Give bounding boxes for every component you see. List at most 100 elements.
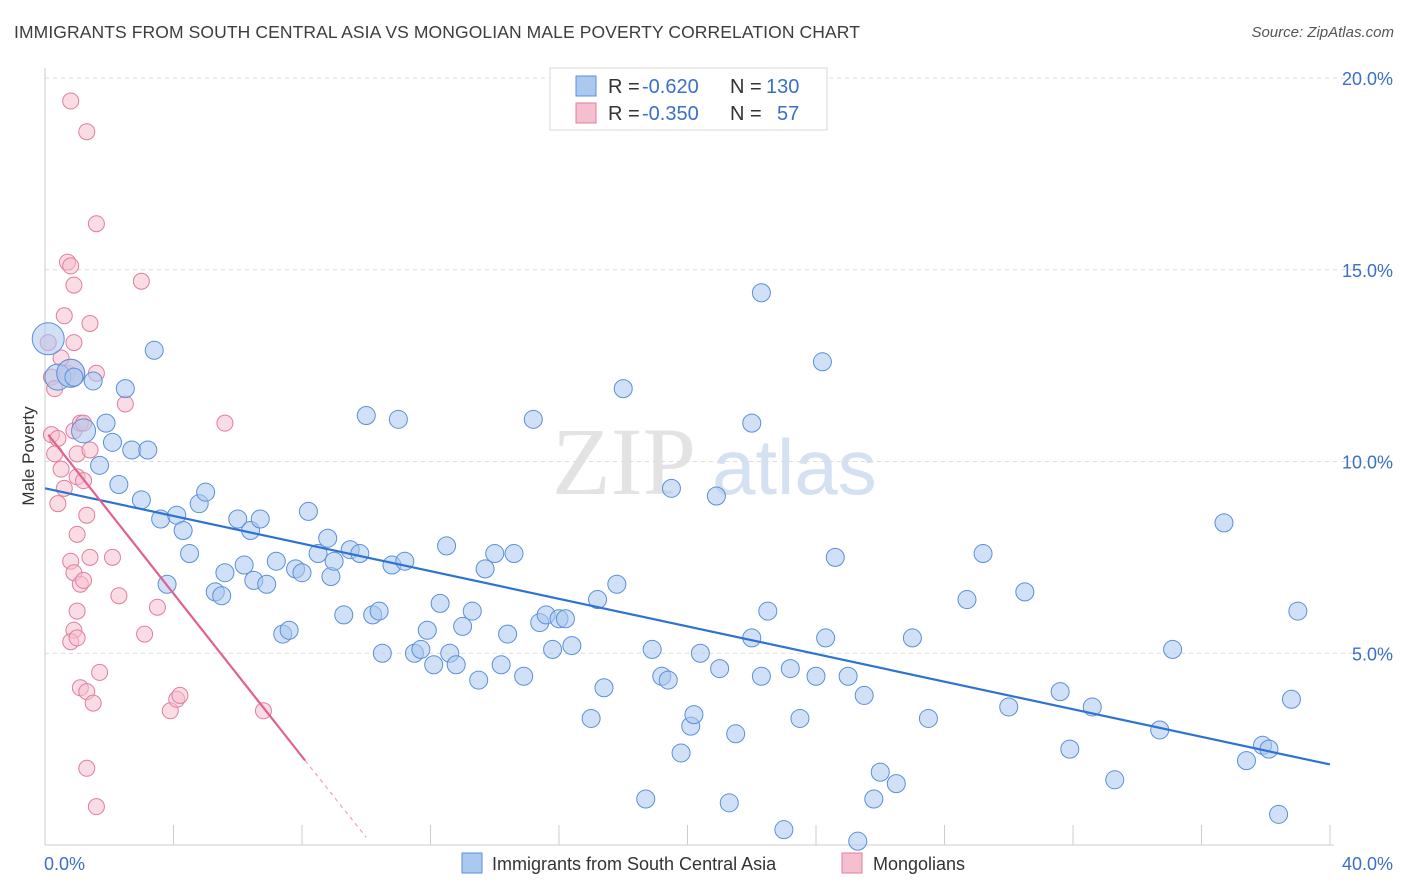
blue-point (131, 490, 151, 510)
pink-trend-line-extension (304, 760, 367, 838)
blue-point (671, 743, 691, 763)
blue-point (292, 563, 312, 583)
blue-point (83, 371, 103, 391)
blue-point (475, 559, 495, 579)
blue-point (690, 643, 710, 663)
blue-point (588, 590, 608, 610)
x-tick-label-0: 0.0% (44, 854, 85, 874)
blue-point (257, 574, 277, 594)
pink-point (68, 602, 86, 620)
blue-point (658, 670, 678, 690)
blue-point (661, 478, 681, 498)
blue-point (607, 574, 627, 594)
blue-point (498, 624, 518, 644)
blue-point (710, 659, 730, 679)
blue-point (417, 620, 437, 640)
blue-point (122, 440, 142, 460)
blue-point (848, 831, 868, 851)
blue-trend-line (44, 487, 1331, 766)
blue-point (334, 605, 354, 625)
x-tick-label-1: 40.0% (1342, 854, 1393, 874)
pink-point (110, 587, 128, 605)
blue-point (96, 413, 116, 433)
pink-point (87, 215, 105, 233)
blue-point (437, 536, 457, 556)
blue-point (902, 628, 922, 648)
pink-point (62, 257, 80, 275)
blue-point (109, 475, 129, 495)
legend-n-value-2: 57 (777, 103, 799, 125)
south-central-asia-points (31, 283, 1308, 851)
blue-point (173, 521, 193, 541)
chart-title: IMMIGRANTS FROM SOUTH CENTRAL ASIA VS MO… (14, 22, 860, 42)
blue-point (870, 762, 890, 782)
blue-point (356, 405, 376, 425)
blue-point (1214, 513, 1234, 533)
blue-point (196, 482, 216, 502)
trend-lines (44, 433, 1331, 838)
blue-point (742, 413, 762, 433)
blue-point (180, 544, 200, 564)
pink-point (49, 495, 67, 513)
blue-point (999, 697, 1019, 717)
blue-point (812, 352, 832, 372)
pink-point (81, 314, 99, 332)
pink-point (116, 395, 134, 413)
pink-point (78, 759, 96, 777)
blue-point (806, 666, 826, 686)
blue-point (854, 685, 874, 705)
pink-point (87, 798, 105, 816)
blue-point (636, 789, 656, 809)
blue-point (462, 601, 482, 621)
pink-point (171, 686, 189, 704)
pink-point (84, 694, 102, 712)
blue-point (838, 666, 858, 686)
pink-point (132, 272, 150, 290)
pink-point (78, 506, 96, 524)
blue-point (555, 609, 575, 629)
blue-point (212, 586, 232, 606)
legend-r-value-1: -0.620 (642, 76, 699, 98)
series-legend: Immigrants from South Central Asia Mongo… (461, 852, 965, 874)
blue-point (1288, 601, 1308, 621)
blue-point (562, 636, 582, 656)
legend-r-value-2: -0.350 (642, 103, 699, 125)
legend-n-label-1: N = (730, 76, 762, 98)
blue-point (504, 544, 524, 564)
blue-point (298, 501, 318, 521)
blue-point (825, 547, 845, 567)
blue-point (64, 367, 84, 387)
y-axis-title: Male Poverty (19, 406, 38, 506)
blue-point (726, 724, 746, 744)
axes (44, 68, 1334, 846)
pink-point (254, 702, 272, 720)
blue-point (138, 440, 158, 460)
pink-point (81, 441, 99, 459)
blue-point (453, 616, 473, 636)
blue-point (514, 666, 534, 686)
pink-point (103, 548, 121, 566)
pink-point (148, 598, 166, 616)
blue-point (1281, 689, 1301, 709)
pink-point (216, 414, 234, 432)
blue-point (469, 670, 489, 690)
blue-point (321, 567, 341, 587)
pink-point (65, 276, 83, 294)
y-tick-label-1: 10.0% (1342, 453, 1393, 473)
y-tick-label-2: 15.0% (1342, 261, 1393, 281)
blue-point (864, 789, 884, 809)
blue-point (973, 544, 993, 564)
watermark-atlas: atlas (712, 423, 877, 511)
pink-point (91, 663, 109, 681)
blue-point (71, 418, 97, 444)
blue-point (1060, 739, 1080, 759)
blue-point (957, 590, 977, 610)
tick-labels: 5.0% 10.0% 15.0% 20.0% 0.0% 40.0% (44, 69, 1393, 874)
pink-point (78, 123, 96, 141)
correlation-legend: R = -0.620 N = 130 R = -0.350 N = 57 (549, 67, 828, 131)
blue-point (816, 628, 836, 648)
blue-point (1236, 751, 1256, 771)
blue-point (250, 509, 270, 529)
blue-point (523, 409, 543, 429)
